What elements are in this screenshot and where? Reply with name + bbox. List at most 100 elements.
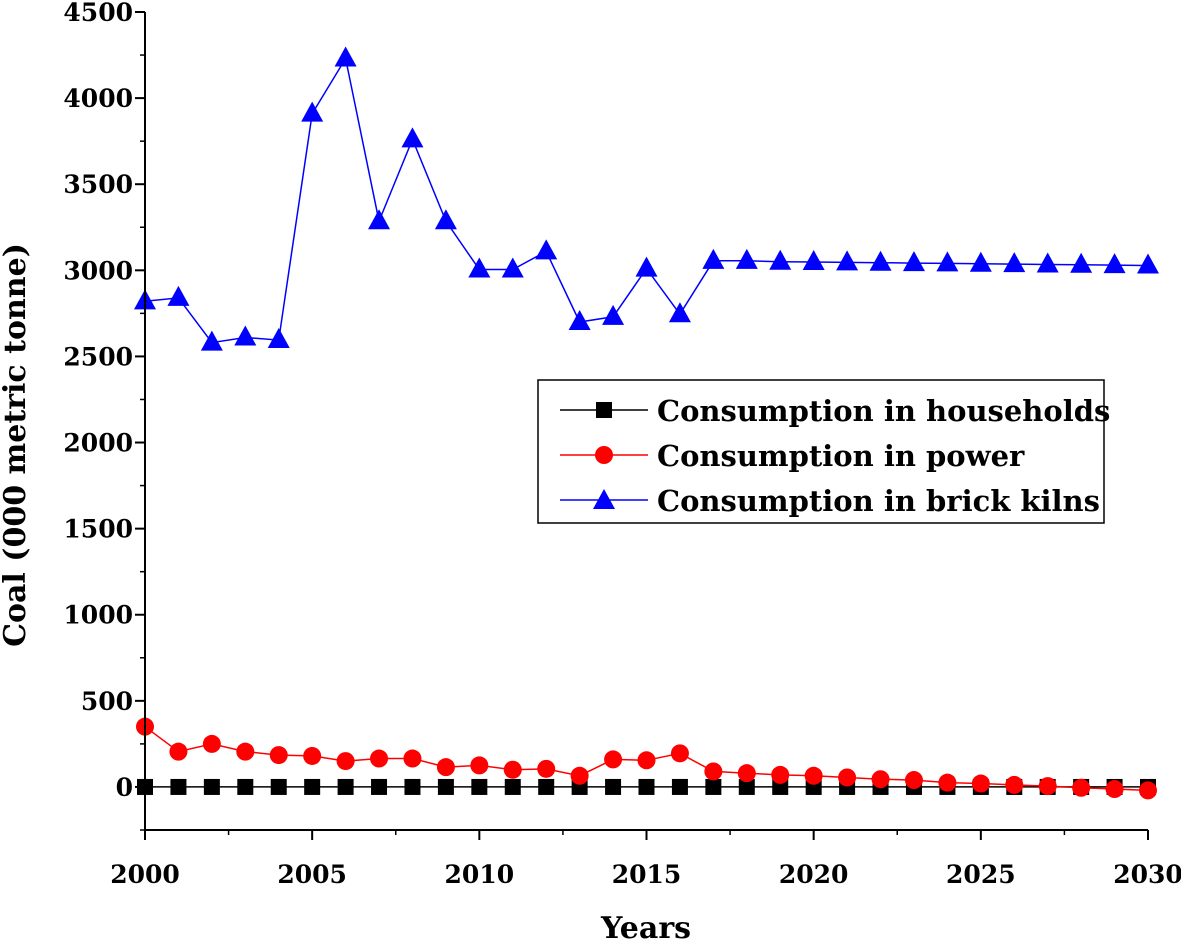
- data-point-power: [904, 771, 923, 790]
- data-point-power: [771, 765, 790, 784]
- data-point-power: [570, 766, 589, 785]
- data-point-households: [638, 778, 655, 795]
- data-point-households: [437, 778, 454, 795]
- data-point-power: [737, 764, 756, 783]
- data-point-brick-kilns: [602, 304, 625, 325]
- data-point-power: [202, 734, 221, 753]
- data-point-households: [705, 778, 722, 795]
- data-point-brick-kilns: [802, 250, 825, 271]
- data-point-households: [671, 778, 688, 795]
- data-point-power: [838, 768, 857, 787]
- series-brick-kilns: [134, 46, 1159, 351]
- x-tick-label: 2020: [779, 860, 849, 889]
- y-tick-label: 4500: [63, 0, 133, 27]
- data-point-brick-kilns: [1137, 253, 1159, 274]
- legend-marker-power: [595, 446, 613, 464]
- data-point-power: [336, 752, 355, 771]
- data-point-power: [971, 774, 990, 793]
- y-tick-label: 1000: [63, 601, 133, 630]
- data-point-households: [371, 778, 388, 795]
- data-point-power: [670, 744, 689, 763]
- data-point-power: [537, 759, 556, 778]
- data-point-brick-kilns: [769, 249, 792, 270]
- data-point-power: [1105, 780, 1124, 799]
- x-tick-label: 2025: [946, 860, 1016, 889]
- x-tick-label: 2015: [612, 860, 682, 889]
- data-point-households: [471, 778, 488, 795]
- series-households: [137, 778, 1156, 795]
- legend-marker-brick-kilns: [593, 489, 615, 509]
- data-point-power: [604, 750, 623, 769]
- data-point-brick-kilns: [1103, 253, 1126, 274]
- x-tick-label: 2030: [1113, 860, 1181, 889]
- data-point-power: [169, 742, 188, 761]
- legend-label-power: Consumption in power: [657, 439, 1025, 473]
- data-point-households: [203, 778, 220, 795]
- data-point-power: [303, 746, 322, 765]
- data-point-power: [804, 766, 823, 785]
- data-point-power: [704, 762, 723, 781]
- data-point-power: [1005, 775, 1024, 794]
- data-point-brick-kilns: [334, 46, 357, 67]
- data-point-brick-kilns: [635, 256, 658, 277]
- data-point-brick-kilns: [535, 239, 558, 260]
- data-point-power: [269, 746, 288, 765]
- data-point-households: [237, 778, 254, 795]
- data-point-households: [270, 778, 287, 795]
- data-point-brick-kilns: [735, 248, 758, 269]
- data-point-households: [538, 778, 555, 795]
- data-point-brick-kilns: [836, 250, 859, 271]
- x-axis-title: Years: [600, 911, 691, 944]
- data-point-power: [470, 756, 489, 775]
- data-point-brick-kilns: [234, 325, 257, 346]
- data-point-households: [404, 778, 421, 795]
- data-point-power: [370, 749, 389, 768]
- data-point-brick-kilns: [969, 251, 992, 272]
- data-point-households: [337, 778, 354, 795]
- x-tick-label: 2010: [445, 860, 515, 889]
- data-point-brick-kilns: [936, 251, 959, 272]
- data-point-households: [605, 778, 622, 795]
- data-point-power: [1038, 777, 1057, 796]
- data-point-power: [1072, 778, 1091, 797]
- data-point-brick-kilns: [401, 127, 424, 148]
- data-point-power: [236, 742, 255, 761]
- data-point-brick-kilns: [1070, 252, 1093, 273]
- data-point-brick-kilns: [568, 309, 591, 330]
- legend-marker-households: [596, 402, 612, 418]
- data-point-brick-kilns: [902, 251, 925, 272]
- legend-box: [537, 379, 1105, 524]
- data-point-brick-kilns: [869, 250, 892, 271]
- y-tick-label: 3000: [63, 256, 133, 285]
- y-tick-label: 0: [116, 773, 133, 802]
- data-point-households: [304, 778, 321, 795]
- data-point-power: [938, 773, 957, 792]
- data-point-households: [504, 778, 521, 795]
- data-point-power: [1139, 781, 1157, 800]
- y-tick-label: 1500: [63, 515, 133, 544]
- data-point-brick-kilns: [1036, 252, 1059, 273]
- data-point-brick-kilns: [668, 302, 691, 323]
- data-point-power: [503, 760, 522, 779]
- legend-label-households: Consumption in households: [657, 394, 1110, 428]
- data-point-brick-kilns: [368, 209, 391, 230]
- data-point-power: [403, 749, 422, 768]
- data-point-brick-kilns: [1003, 252, 1026, 273]
- y-tick-label: 4000: [63, 84, 133, 113]
- data-point-brick-kilns: [434, 209, 457, 230]
- data-point-brick-kilns: [501, 257, 524, 278]
- data-point-power: [436, 758, 455, 777]
- legend-label-brick-kilns: Consumption in brick kilns: [657, 484, 1100, 518]
- y-tick-label: 500: [81, 687, 133, 716]
- y-tick-label: 2500: [63, 342, 133, 371]
- y-tick-label: 3500: [63, 170, 133, 199]
- data-point-brick-kilns: [702, 248, 725, 269]
- x-tick-label: 2000: [110, 860, 180, 889]
- data-point-households: [170, 778, 187, 795]
- data-point-power: [637, 751, 656, 770]
- data-point-brick-kilns: [200, 330, 223, 351]
- data-point-households: [738, 778, 755, 795]
- legend: Consumption in households Consumption in…: [537, 379, 1110, 524]
- data-point-brick-kilns: [267, 328, 290, 349]
